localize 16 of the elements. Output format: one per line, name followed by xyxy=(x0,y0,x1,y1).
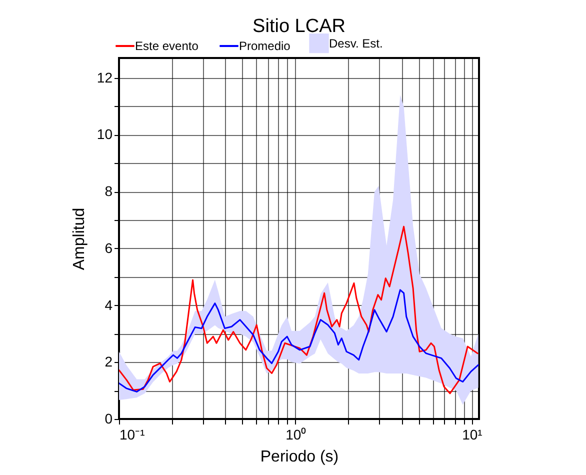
x-tick-label: 10⁰ xyxy=(286,426,306,442)
y-tick-label: 6 xyxy=(104,240,113,256)
x-tick-label: 10¹ xyxy=(462,426,483,442)
x-axis-title: Periodo (s) xyxy=(260,448,339,466)
y-tick-label: 8 xyxy=(104,183,113,200)
text: Desv. Est. xyxy=(329,36,383,50)
legend-label: Promedio xyxy=(239,39,291,53)
chart-title: Sitio LCAR xyxy=(252,16,346,37)
y-axis-title: Amplitud xyxy=(70,208,88,270)
y-tick-label: 10 xyxy=(96,126,113,142)
y-tick-label: 2 xyxy=(104,354,113,370)
y-tick-label: 0 xyxy=(104,410,113,426)
x-tick-label: 10⁻¹ xyxy=(120,426,146,442)
legend-label: Este evento xyxy=(135,39,199,53)
y-tick-label: 12 xyxy=(96,69,113,86)
y-tick-label: 4 xyxy=(104,296,113,313)
